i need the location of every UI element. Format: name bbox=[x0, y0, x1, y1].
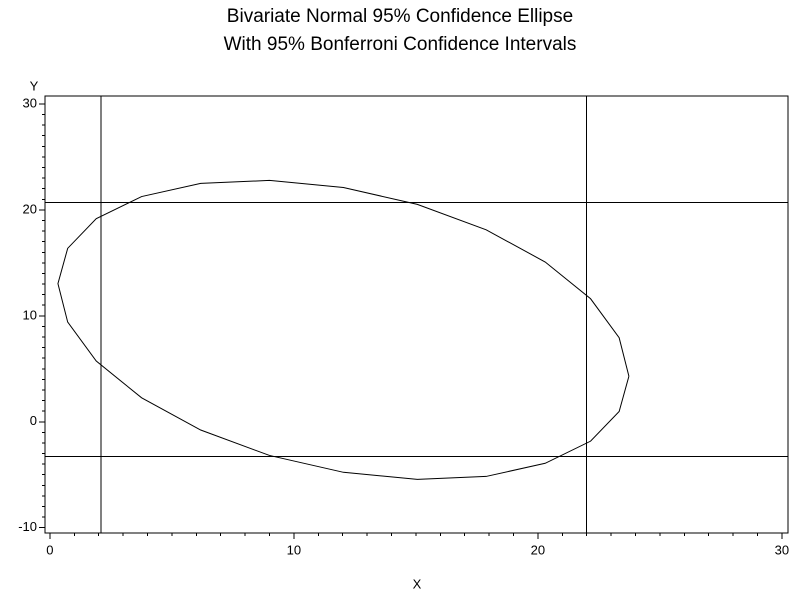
ellipse-line bbox=[57, 179, 630, 480]
x-tick-label: 10 bbox=[287, 542, 301, 557]
y-tick-label: 0 bbox=[30, 413, 37, 428]
chart-subtitle: With 95% Bonferroni Confidence Intervals bbox=[224, 34, 577, 55]
chart-title: Bivariate Normal 95% Confidence Ellipse bbox=[227, 6, 573, 27]
x-tick-label: 20 bbox=[531, 542, 545, 557]
x-tick-label: 0 bbox=[46, 542, 53, 557]
y-tick-label: 30 bbox=[23, 95, 37, 110]
x-tick-label: 30 bbox=[775, 542, 789, 557]
y-tick-label: -10 bbox=[18, 519, 37, 534]
x-axis-label: X bbox=[413, 576, 422, 591]
y-axis-label: Y bbox=[30, 78, 39, 93]
plot-frame bbox=[44, 95, 789, 534]
y-tick-label: 20 bbox=[23, 201, 37, 216]
y-tick-label: 10 bbox=[23, 307, 37, 322]
